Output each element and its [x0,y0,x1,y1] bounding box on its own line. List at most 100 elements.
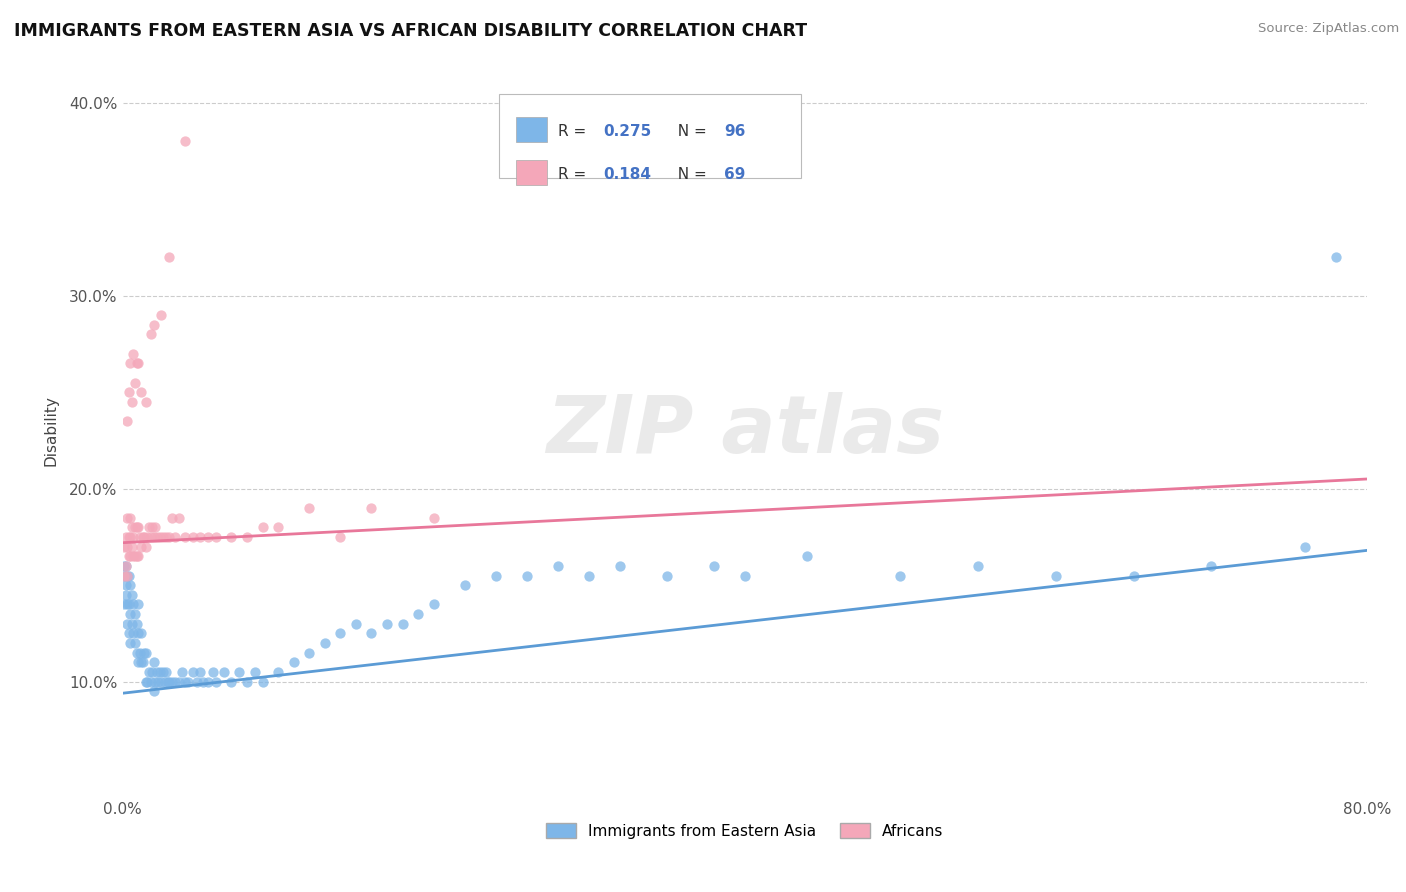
Point [422,598,444,612]
Point [243,665,266,679]
Point [152,530,174,544]
Point [134,530,156,544]
Point [1324,250,1347,264]
Point [134,646,156,660]
Point [212,665,235,679]
Point [120,607,142,621]
Point [129,656,152,670]
Point [221,530,243,544]
Point [170,665,193,679]
Point [112,598,135,612]
Point [117,598,139,612]
Point [1122,568,1144,582]
Text: ZIP atlas: ZIP atlas [546,392,943,470]
Point [120,578,142,592]
Point [173,530,195,544]
Point [125,520,148,534]
Point [114,588,136,602]
Point [114,558,136,573]
Point [889,568,911,582]
Point [117,568,139,582]
Point [129,540,152,554]
Point [118,568,141,582]
Point [156,674,179,689]
Point [117,540,139,554]
Point [167,674,190,689]
Point [153,674,176,689]
Point [655,568,678,582]
Point [114,578,136,592]
Point [267,665,290,679]
Point [132,656,155,670]
Point [578,568,600,582]
Point [173,674,195,689]
Point [734,568,756,582]
Point [221,674,243,689]
Point [146,530,169,544]
Point [121,540,143,554]
Point [120,510,142,524]
Point [148,674,170,689]
Text: IMMIGRANTS FROM EASTERN ASIA VS AFRICAN DISABILITY CORRELATION CHART: IMMIGRANTS FROM EASTERN ASIA VS AFRICAN … [14,22,807,40]
Point [135,540,157,554]
Text: 69: 69 [724,167,745,182]
Point [142,656,165,670]
Text: Source: ZipAtlas.com: Source: ZipAtlas.com [1258,22,1399,36]
Point [157,530,180,544]
Point [139,327,162,342]
Point [329,530,352,544]
Point [127,356,149,370]
Point [117,568,139,582]
Point [141,520,163,534]
Point [516,568,538,582]
Point [127,656,149,670]
Point [1201,558,1223,573]
Point [360,500,382,515]
Point [205,674,228,689]
Point [236,530,259,544]
Point [128,646,150,660]
Point [150,308,173,322]
Point [152,665,174,679]
Point [121,394,143,409]
Point [167,510,190,524]
Point [162,674,184,689]
Point [135,646,157,660]
Point [127,598,149,612]
Point [298,500,321,515]
Point [181,665,204,679]
Text: 96: 96 [724,124,745,139]
Point [329,626,352,640]
Point [181,530,204,544]
Point [186,674,208,689]
Text: N =: N = [668,167,711,182]
Point [149,665,172,679]
Point [138,665,160,679]
Point [118,549,141,564]
Point [124,376,146,390]
Text: 0.275: 0.275 [603,124,651,139]
Point [609,558,631,573]
Point [125,356,148,370]
Point [112,568,135,582]
Point [143,674,166,689]
Point [122,549,145,564]
Point [157,674,180,689]
Point [120,549,142,564]
Point [252,520,274,534]
Point [112,568,135,582]
Point [190,530,212,544]
Point [114,530,136,544]
Point [120,356,142,370]
Point [197,674,219,689]
Point [360,626,382,640]
Point [422,510,444,524]
Point [1045,568,1067,582]
Point [112,558,135,573]
Point [165,674,187,689]
Point [136,674,159,689]
Point [121,616,143,631]
Text: R =: R = [558,167,592,182]
Point [796,549,818,564]
Point [120,636,142,650]
